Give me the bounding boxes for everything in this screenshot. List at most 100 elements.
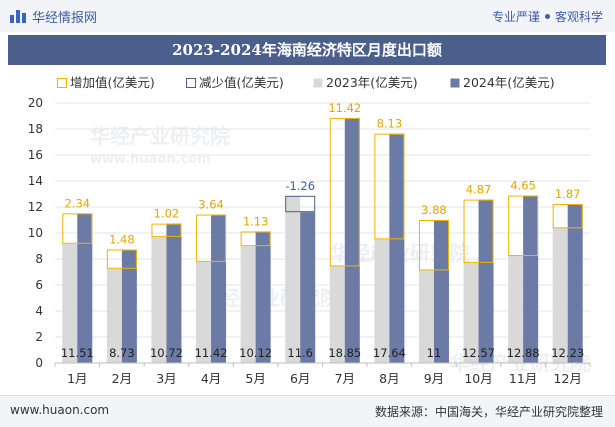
bar-chart: 华经产业研究院www.huaon.com华经产业研究院华经产业研究院华经产业研究… [28, 75, 591, 386]
value-label-2024: 17.64 [373, 346, 406, 360]
bar-2023 [285, 195, 301, 363]
x-tick-label: 6月 [290, 371, 310, 386]
footer-url: www.huaon.com [10, 403, 110, 417]
change-label: 4.87 [466, 183, 492, 197]
legend-item: 2023年(亿美元) [313, 75, 418, 90]
change-label: 1.02 [154, 207, 180, 221]
y-tick-label: 18 [28, 122, 43, 136]
change-label: 4.65 [510, 179, 536, 193]
y-tick-label: 14 [28, 174, 43, 188]
value-label-2024: 11.6 [287, 346, 313, 360]
y-tick-label: 10 [28, 226, 43, 240]
chart-title: 2023-2024年海南经济特区月度出口额 [172, 41, 442, 59]
x-tick-label: 12月 [554, 371, 582, 386]
legend: 增加值(亿美元) 减少值(亿美元) 2023年(亿美元) 2024年(亿美元) [57, 75, 555, 90]
bar-2023 [62, 243, 78, 363]
y-tick-label: 20 [28, 96, 43, 110]
y-tick-label: 2 [35, 330, 43, 344]
decrease-box [285, 195, 316, 213]
bar-2023 [418, 270, 434, 363]
bar-2023 [106, 268, 122, 363]
footer: www.huaon.com 数据来源：中国海关，华经产业研究院整理 [0, 396, 615, 427]
x-tick-label: 9月 [424, 371, 444, 386]
legend-swatch [57, 78, 67, 88]
increase-box [196, 214, 227, 262]
bar-2024 [211, 214, 227, 363]
value-label-2024: 12.23 [551, 346, 584, 360]
grid [55, 102, 590, 338]
value-label-2024: 12.88 [507, 346, 540, 360]
bar-2024 [567, 204, 583, 363]
value-label-2024: 18.85 [328, 346, 361, 360]
bar-2024 [344, 117, 360, 363]
legend-label: 2023年(亿美元) [326, 75, 418, 90]
title-bar: 2023-2024年海南经济特区月度出口额 [8, 35, 606, 65]
increase-box [418, 220, 449, 271]
increase-box [106, 249, 137, 269]
legend-item: 2024年(亿美元) [450, 75, 555, 90]
bar-2024 [433, 220, 449, 363]
data-labels: 2.34 11.51 1.48 8.73 1.02 10.72 3.64 11.42 1.13 1… [61, 101, 584, 360]
x-tick-label: 5月 [245, 371, 265, 386]
change-label: 8.13 [377, 117, 403, 131]
bar-2023 [151, 236, 167, 363]
change-label: 1.13 [243, 214, 269, 228]
x-tick-label: 3月 [156, 371, 176, 386]
bar-2024 [166, 223, 182, 363]
legend-swatch [186, 78, 196, 88]
increase-box [374, 133, 405, 240]
change-label: 2.34 [64, 196, 90, 210]
x-tick-label: 2月 [112, 371, 132, 386]
axes: 0 2 4 6 8 10 12 14 16 18 20 1月 2月 3月 4月 5月 6月 7月 8月 9月 10月 11… [28, 96, 591, 386]
bar-2023 [463, 262, 479, 363]
legend-item: 增加值(亿美元) [57, 75, 155, 90]
x-tick-label: 11月 [509, 371, 537, 386]
tagline: 专业严谨 客观科学 [492, 8, 603, 25]
bar-2023 [508, 256, 524, 363]
top-bar: 华经情报网 专业严谨 客观科学 [0, 0, 615, 32]
increase-box [552, 204, 583, 229]
change-label: 11.42 [328, 101, 361, 115]
x-tick-label: 1月 [67, 371, 87, 386]
y-tick-label: 4 [35, 304, 43, 318]
bar-2023 [552, 228, 568, 363]
legend-label: 减少值(亿美元) [199, 75, 284, 90]
value-label-2024: 10.72 [150, 346, 183, 360]
bar-2024 [77, 213, 93, 363]
bar-2024 [255, 231, 271, 363]
y-tick-label: 6 [35, 278, 43, 292]
change-label: 1.48 [109, 233, 135, 247]
x-tick-label: 4月 [201, 371, 221, 386]
y-tick-label: 0 [35, 356, 43, 370]
value-label-2024: 11.51 [61, 346, 94, 360]
increase-box [62, 213, 93, 244]
value-label-2024: 12.57 [462, 346, 495, 360]
bar-2024 [523, 195, 539, 363]
tagline-right: 客观科学 [554, 10, 603, 24]
legend-item: 减少值(亿美元) [186, 75, 284, 90]
increase-box [508, 195, 539, 257]
value-label-2024: 8.73 [109, 346, 135, 360]
bar-2024 [478, 199, 494, 363]
footer-source: 数据来源：中国海关，华经产业研究院整理 [374, 405, 603, 419]
value-label-2024: 11 [427, 346, 442, 360]
watermark-text: www.huaon.com [90, 152, 211, 167]
brand: 华经情报网 [10, 7, 97, 26]
y-tick-label: 8 [35, 252, 43, 266]
increase-box [329, 117, 360, 267]
value-label-2024: 10.12 [239, 346, 272, 360]
legend-swatch [313, 78, 323, 88]
change-label: 3.88 [421, 203, 447, 217]
increase-box [463, 199, 494, 263]
tagline-left: 专业严谨 [491, 10, 540, 24]
increase-box [240, 231, 271, 247]
bar-2024 [389, 133, 405, 363]
x-tick-label: 10月 [464, 371, 492, 386]
watermark-text: 华经产业研究院 [90, 124, 230, 148]
x-tick-label: 8月 [379, 371, 399, 386]
bar-2023 [374, 239, 390, 363]
increase-box [151, 223, 182, 237]
dot-separator-icon [544, 14, 550, 19]
footer-divider [0, 395, 615, 396]
change-label: 1.87 [555, 187, 581, 201]
